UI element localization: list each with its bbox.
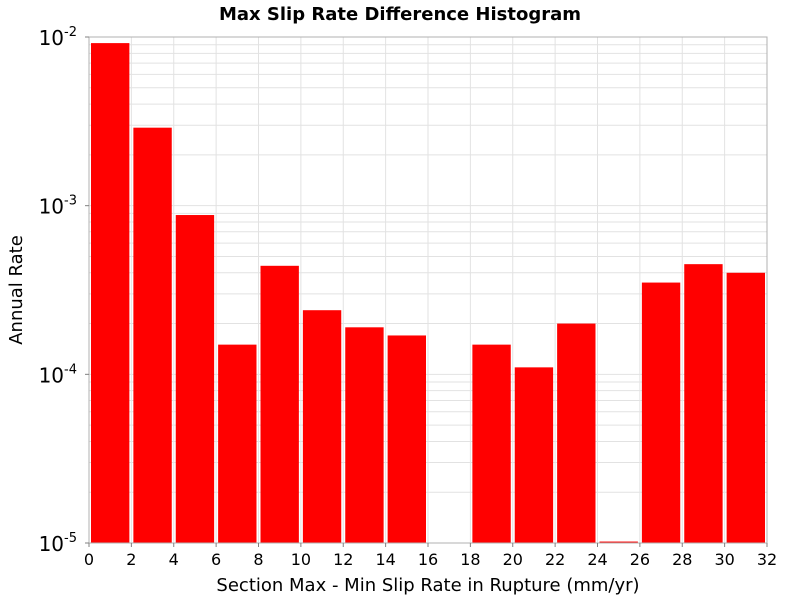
histogram-bar [726,272,765,543]
histogram-bar [218,344,257,543]
y-tick-label: 10-4 [39,362,77,387]
x-tick-label: 8 [253,550,263,569]
x-tick-label: 24 [587,550,607,569]
x-tick-label: 6 [211,550,221,569]
histogram-bar [641,282,681,543]
x-tick-label: 16 [418,550,438,569]
x-tick-label: 22 [545,550,565,569]
x-tick-label: 2 [126,550,136,569]
x-tick-label: 30 [714,550,734,569]
histogram-bar [514,367,554,543]
x-tick-label: 12 [333,550,353,569]
histogram-bar [599,541,638,543]
chart-title: Max Slip Rate Difference Histogram [219,4,581,25]
x-axis-ticks: 0 2 4 6 8 10 12 14 16 18 20 22 24 26 28 30 32 [84,543,777,569]
x-tick-label: 28 [672,550,692,569]
x-tick-label: 4 [169,550,179,569]
x-axis-label: Section Max - Min Slip Rate in Rupture (… [216,575,639,596]
x-tick-label: 0 [84,550,94,569]
histogram-bar [557,323,596,543]
y-axis-label: Annual Rate [6,235,27,345]
x-tick-label: 14 [375,550,395,569]
y-tick-label: 10-3 [39,194,77,219]
bars [91,43,765,544]
histogram-bar [345,327,384,543]
histogram-bar [260,265,299,543]
y-tick-label: 10-2 [39,25,77,50]
histogram-bar [387,335,426,543]
histogram-bar [133,127,172,543]
histogram-bar [684,264,723,543]
y-tick-label: 10-5 [39,531,77,556]
x-tick-label: 10 [291,550,311,569]
histogram-bar [472,344,511,543]
x-tick-label: 26 [630,550,650,569]
y-axis-ticks: 10-2 10-3 10-4 10-5 [39,25,89,556]
x-tick-label: 20 [503,550,523,569]
x-tick-label: 32 [757,550,777,569]
x-tick-label: 18 [460,550,480,569]
histogram-bar [302,310,342,543]
histogram-bar [91,43,130,543]
histogram-bar [175,215,215,544]
